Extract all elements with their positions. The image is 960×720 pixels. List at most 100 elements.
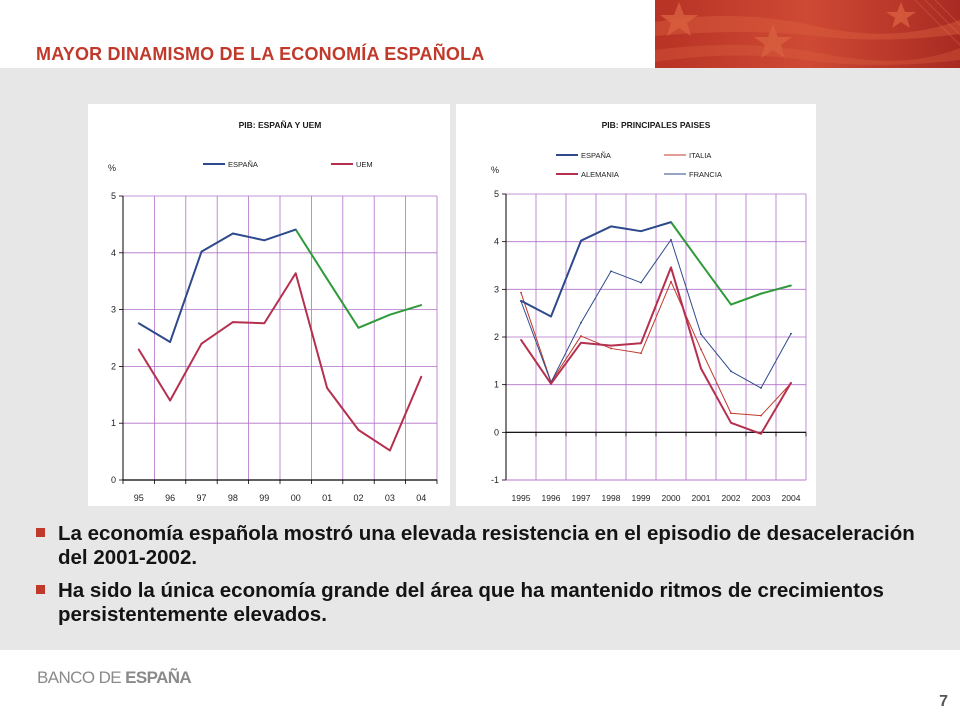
data-point-espana [760,292,762,295]
square-bullet-icon [36,528,45,537]
data-point-francia [580,321,582,324]
x-tick-label: 98 [228,493,238,503]
x-tick-label: 95 [134,493,144,503]
x-tick-label: 01 [322,493,332,503]
x-tick-label: 97 [196,493,206,503]
data-point-espana [263,239,266,242]
x-tick-label: 04 [416,493,426,503]
slide-title: MAYOR DINAMISMO DE LA ECONOMÍA ESPAÑOLA [36,44,485,64]
data-point-uem [232,321,234,323]
x-tick-label: 1996 [542,493,561,503]
x-tick-label: 2002 [722,493,741,503]
legend-label: ESPAÑA [228,160,258,169]
data-point-francia [730,370,732,373]
x-tick-label: 2003 [752,493,771,503]
data-point-espana [790,284,792,287]
data-point-uem [137,348,140,351]
chart-pib-espana-uem: PIB: ESPAÑA Y UEM% 0 1 2 3 4 5 95 96 97 98 99 00 01 02… [88,104,450,506]
series-line-italia [520,281,792,417]
x-tick-label: 1997 [572,493,591,503]
data-point-italia [610,347,612,350]
data-point-uem [420,375,423,378]
data-point-espana [200,250,203,253]
series-line-francia [520,239,792,389]
series-line-uem [137,272,423,452]
data-point-espana [550,315,552,318]
legend-label: FRANCIA [689,170,722,179]
chart-title: PIB: ESPAÑA Y UEM [239,120,322,130]
x-tick-label: 03 [385,493,395,503]
data-point-italia [580,335,582,337]
x-tick-label: 99 [259,493,269,503]
data-point-espana [670,221,672,224]
data-point-francia [610,270,612,273]
data-point-alemania [610,344,612,347]
x-tick-label: 1998 [602,493,621,503]
x-tick-label: 2000 [662,493,681,503]
data-point-espana [420,304,423,306]
y-tick-label: 5 [111,191,116,201]
y-tick-label: 4 [111,248,116,258]
data-point-espana [640,230,642,233]
x-tick-label: 1995 [512,493,531,503]
y-tick-label: 3 [494,284,499,294]
y-tick-label: 1 [111,418,116,428]
data-point-alemania [730,421,732,424]
data-point-alemania [670,266,672,269]
series-line-espana-highlight [294,228,422,329]
bullet-text: Ha sido la única economía grande del áre… [58,579,884,626]
data-point-alemania [640,342,642,345]
data-point-francia [790,332,792,335]
data-point-espana [137,322,140,325]
page-number: 7 [939,693,948,710]
data-point-espana [610,225,612,228]
data-point-espana [700,262,702,265]
data-point-alemania [790,381,792,384]
x-tick-label: 00 [291,493,301,503]
legend-label: UEM [356,160,373,169]
x-tick-label: 1999 [632,493,651,503]
data-point-alemania [580,341,582,344]
data-point-francia [760,387,762,389]
y-axis-unit-label: % [108,163,116,173]
data-point-espana [580,239,582,242]
data-point-italia [760,414,762,417]
data-point-uem [169,399,171,402]
bullet-text: La economía española mostró una elevada … [58,522,915,569]
data-point-alemania [550,382,552,385]
x-tick-label: 2004 [782,493,801,503]
data-point-italia [520,291,522,294]
legend-label: ITALIA [689,151,711,160]
data-point-italia [700,348,702,351]
data-point-espana [326,278,328,280]
y-tick-label: 0 [494,427,499,437]
y-tick-label: 2 [111,361,116,371]
data-point-italia [730,412,732,415]
data-point-uem [200,342,203,345]
star-icon [660,2,916,58]
series-line-espana [520,221,672,318]
legend-label: ALEMANIA [581,170,619,179]
data-point-espana [294,228,297,231]
data-point-italia [640,352,642,355]
footer [0,650,960,720]
data-point-uem [294,272,297,275]
series-line-espana-highlight [670,221,792,306]
data-point-espana [730,303,732,306]
y-tick-label: 1 [494,380,499,390]
data-point-espana [389,313,391,316]
flag-decoration [655,0,960,68]
y-tick-label: -1 [491,475,499,485]
x-tick-label: 96 [165,493,175,503]
data-point-espana [357,326,360,329]
legend-label: ESPAÑA [581,151,611,160]
data-point-francia [670,238,672,241]
x-tick-label: 2001 [692,493,711,503]
data-point-uem [326,387,328,389]
series-line-alemania [520,266,792,435]
data-point-espana [232,232,234,235]
y-tick-label: 3 [111,305,116,315]
data-point-italia [670,280,672,283]
data-point-francia [700,333,702,336]
data-point-alemania [700,367,702,370]
